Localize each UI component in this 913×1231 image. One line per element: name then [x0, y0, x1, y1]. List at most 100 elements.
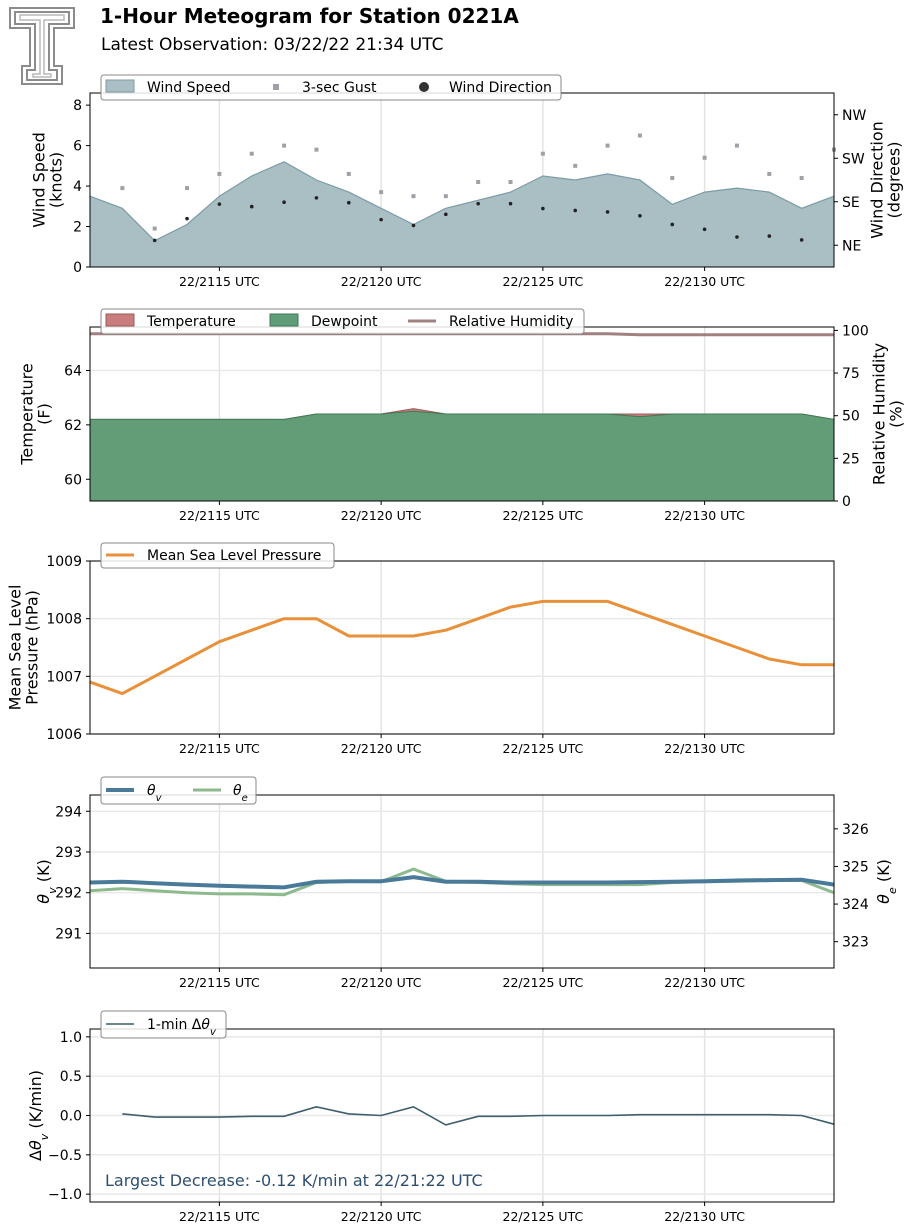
wind-direction-point: [605, 210, 610, 214]
wind-speed-axis-label-line: (knots): [47, 152, 66, 208]
axes-frame: [89, 560, 835, 735]
y-tick-label: 60: [64, 472, 82, 488]
x-tick-label: 22/2130 UTC: [664, 274, 745, 289]
axes-frame: [89, 794, 835, 969]
y2-tick-label: 0: [842, 494, 851, 510]
wind-direction-axis-label-line: Wind Direction: [868, 121, 887, 239]
y2-tick-label: 100: [842, 323, 869, 339]
wind-direction-axis-label: Wind Direction(degrees): [868, 121, 904, 239]
gust-point: [799, 175, 804, 180]
theta-v-line: [89, 875, 835, 890]
y-tick-label: −1.0: [48, 1187, 82, 1203]
y-tick-label: 0.5: [60, 1069, 82, 1085]
x-tick-label: 22/2125 UTC: [503, 741, 584, 756]
texas-tech-logo-icon: [9, 7, 75, 85]
y2-tick-label: 325: [842, 859, 869, 875]
wind-speed-line: [89, 161, 835, 242]
x-tick-label: 22/2115 UTC: [179, 975, 260, 990]
y-tick-label: 291: [55, 926, 82, 942]
gust-point: [508, 180, 513, 185]
x-tick-label: 22/2130 UTC: [664, 508, 745, 523]
dewpoint-area: [89, 410, 835, 502]
wind-direction-point: [185, 216, 189, 221]
legend-label-temperature: Temperature: [146, 314, 236, 330]
y2-tick-label: 326: [842, 822, 869, 838]
wind-direction-point: [346, 200, 351, 205]
wind-direction-point: [799, 238, 804, 242]
y-tick-label: 2: [73, 220, 82, 236]
pressure-line: [89, 599, 834, 696]
y-tick-label: 1009: [46, 554, 82, 570]
gust-point: [734, 143, 739, 148]
legend-swatch-gust: [273, 84, 279, 90]
legend-label-dewpoint: Dewpoint: [311, 314, 378, 330]
legend-swatch-direction: [419, 82, 429, 92]
y-tick-label: 8: [73, 98, 82, 114]
y-tick-label: 1008: [46, 612, 82, 628]
legend-swatch-wind-speed: [105, 79, 135, 93]
wind-direction-point: [573, 208, 578, 213]
wind-direction-point: [638, 213, 642, 218]
x-tick-label: 22/2115 UTC: [179, 1209, 260, 1224]
x-tick-label: 22/2130 UTC: [664, 975, 745, 990]
delta-theta-legend: [100, 1010, 227, 1039]
x-tick-label: 22/2125 UTC: [503, 508, 584, 523]
legend-label-theta-v: θv: [147, 783, 163, 804]
y2-tick-label: SE: [842, 195, 860, 211]
largest-decrease-annotation: Largest Decrease: -0.12 K/min at 22/21:2…: [105, 1171, 483, 1190]
theta-v-axis-label: θv (K): [34, 859, 59, 903]
wind-direction-point: [314, 196, 319, 200]
humidity-axis-label-line: (%): [887, 400, 906, 428]
x-tick-label: 22/2125 UTC: [503, 1209, 584, 1224]
x-tick-label: 22/2115 UTC: [179, 741, 260, 756]
y-tick-label: 294: [55, 804, 82, 820]
wind-direction-point: [379, 217, 383, 222]
wind-direction-point: [767, 234, 772, 238]
temperature-axis-label: Temperature(F): [18, 363, 54, 465]
wind-direction-axis-label-line: (degrees): [885, 142, 904, 219]
theta-v-axis-label-text: θv (K): [34, 859, 59, 903]
legend-label-gust: 3-sec Gust: [302, 80, 377, 96]
y-tick-label: 1.0: [60, 1030, 82, 1046]
y2-tick-label: NE: [842, 238, 861, 254]
legend-label-theta-e: θe: [233, 783, 248, 804]
gust-point: [443, 194, 448, 199]
wind-direction-point: [476, 201, 480, 206]
y-tick-label: 1007: [46, 669, 82, 685]
x-tick-label: 22/2120 UTC: [341, 741, 422, 756]
y2-tick-label: 25: [842, 451, 860, 467]
y-tick-label: 0.0: [60, 1109, 82, 1125]
pressure-legend: [100, 542, 335, 569]
gust-point: [379, 190, 384, 195]
pressure-axis-label-line: Mean Sea Level: [6, 585, 25, 711]
gust-point: [152, 226, 157, 231]
legend-label-wind-speed: Wind Speed: [147, 80, 231, 96]
y-tick-label: 64: [64, 364, 82, 380]
wind-direction-point: [735, 235, 739, 239]
theta-e-axis-label: θe (K): [874, 859, 899, 904]
x-tick-label: 22/2125 UTC: [503, 975, 584, 990]
gust-point: [282, 143, 287, 148]
x-tick-label: 22/2125 UTC: [503, 274, 584, 289]
wind-direction-point: [411, 223, 416, 228]
wind-legend: [100, 74, 562, 101]
y2-tick-label: NW: [842, 108, 866, 124]
y-tick-label: −0.5: [48, 1148, 82, 1164]
legend-swatch-temperature: [105, 313, 135, 327]
humidity-axis-label-line: Relative Humidity: [870, 343, 889, 485]
wind-speed-area: [90, 161, 834, 267]
wind-direction-point: [541, 206, 545, 211]
y-tick-label: 0: [73, 260, 82, 276]
latest-observation: Latest Observation: 03/22/22 21:34 UTC: [101, 35, 444, 55]
gust-point: [540, 151, 545, 156]
y-tick-label: 62: [64, 418, 82, 434]
x-tick-label: 22/2120 UTC: [341, 274, 422, 289]
legend-swatch-dewpoint: [269, 313, 299, 327]
y-tick-label: 1006: [46, 727, 82, 743]
page-title: 1-Hour Meteogram for Station 0221A: [100, 4, 519, 28]
y2-tick-label: SW: [842, 151, 865, 167]
gust-point: [346, 171, 351, 176]
x-tick-label: 22/2120 UTC: [341, 1209, 422, 1224]
gust-point: [702, 155, 707, 160]
